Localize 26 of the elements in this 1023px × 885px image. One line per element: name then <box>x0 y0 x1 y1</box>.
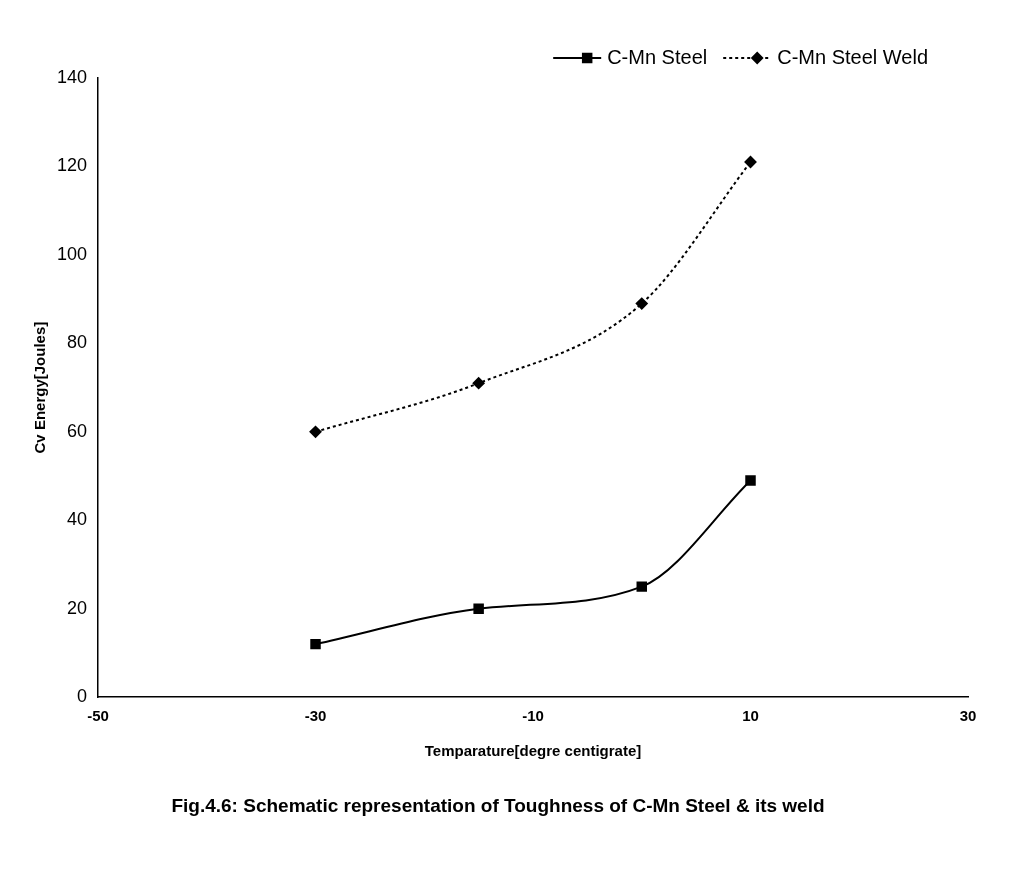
y-tick-label: 100 <box>56 243 88 264</box>
y-tick-label: 40 <box>67 509 88 530</box>
y-axis-title: Cv Energy[Joules] <box>31 321 49 454</box>
x-tick-label: -50 <box>87 707 109 725</box>
y-tick-label: 140 <box>56 66 88 87</box>
y-tick-label: 60 <box>67 420 88 441</box>
legend-label: C-Mn Steel Weld <box>777 45 929 68</box>
point <box>635 297 648 310</box>
point <box>473 603 484 614</box>
point <box>310 638 321 650</box>
point <box>636 581 648 592</box>
x-tick-label: -30 <box>304 707 327 725</box>
x-tick-label: 10 <box>742 707 759 725</box>
point <box>472 377 485 390</box>
point <box>309 425 322 438</box>
x-axis-title: Temparature[degre centigrate] <box>424 742 642 760</box>
y-tick-label: 0 <box>77 686 88 707</box>
x-tick-label: -10 <box>522 707 544 725</box>
point <box>745 475 756 486</box>
text: Fig.4.6: Schematic representation of Toughness of C-Mn Steel & its weld <box>171 794 825 816</box>
y-tick-label: 20 <box>67 597 88 618</box>
y-tick-label: 120 <box>56 155 88 176</box>
legend-label: C-Mn Steel <box>607 45 708 68</box>
point <box>744 156 757 169</box>
y-tick-label: 80 <box>67 332 88 353</box>
x-tick-label: 30 <box>959 707 977 725</box>
